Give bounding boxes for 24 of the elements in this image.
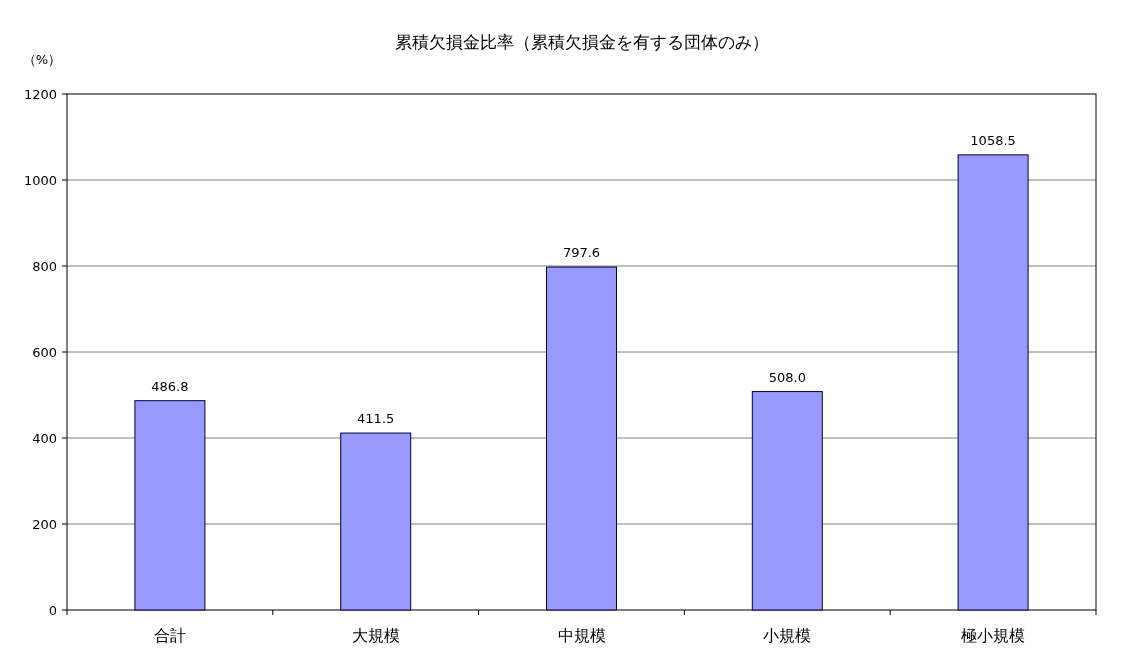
y-tick-label: 1000	[23, 173, 57, 188]
bar	[340, 432, 412, 611]
data-label: 1058.5	[970, 132, 1016, 148]
x-tick-label: 小規模	[763, 626, 812, 645]
y-tick-label: 400	[32, 431, 57, 446]
y-tick-label: 0	[48, 603, 57, 618]
data-label: 411.5	[357, 411, 395, 427]
y-tick-label: 800	[32, 259, 57, 274]
y-tick-label: 1200	[23, 87, 57, 102]
data-label: 486.8	[151, 378, 189, 394]
y-axis-title: （%）	[22, 52, 62, 67]
data-label: 508.0	[768, 369, 806, 385]
x-tick-label: 合計	[153, 626, 186, 645]
x-tick-label: 極小規模	[961, 626, 1026, 645]
y-tick-label: 200	[32, 517, 57, 532]
bar	[134, 400, 206, 611]
bar	[957, 154, 1029, 611]
x-tick-label: 中規模	[557, 626, 606, 645]
bar	[546, 266, 617, 611]
chart-title: 累積欠損金比率（累積欠損金を有する団体のみ）	[394, 32, 769, 52]
data-label: 797.6	[562, 245, 601, 261]
x-tick-label: 大規模	[351, 626, 400, 645]
bar	[751, 391, 823, 611]
y-tick-label: 600	[32, 345, 57, 360]
